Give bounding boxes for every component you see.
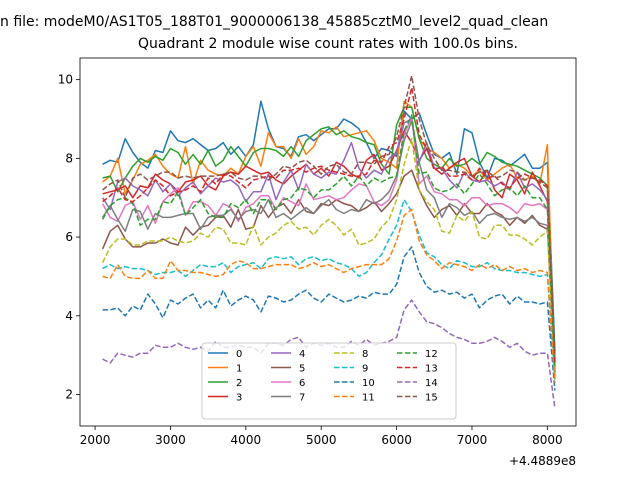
chart-title: Quadrant 2 module wise count rates with …: [138, 36, 518, 52]
series-lines: [101, 74, 556, 409]
y-tick-label: 2: [65, 388, 73, 402]
y-tick-label: 10: [58, 73, 73, 87]
legend-label-4: 4: [299, 349, 305, 360]
x-tick-label: 6000: [381, 433, 412, 447]
series-line-5: [101, 169, 556, 375]
x-tick-label: 5000: [306, 433, 337, 447]
series-line-4: [101, 118, 556, 368]
legend-label-5: 5: [299, 364, 305, 375]
series-line-11: [102, 208, 556, 383]
series-line-10: [102, 246, 556, 391]
series-line-1: [102, 100, 556, 379]
legend-label-9: 9: [362, 364, 368, 375]
legend-label-3: 3: [236, 393, 242, 404]
y-axis-ticks: 2 4 6 8 10: [58, 73, 80, 402]
legend-label-13: 13: [425, 364, 438, 375]
x-tick-label: 2000: [80, 433, 111, 447]
legend-label-15: 15: [425, 393, 438, 404]
legend-label-14: 14: [425, 378, 438, 389]
legend-label-6: 6: [299, 378, 305, 389]
legend-label-0: 0: [236, 349, 242, 360]
series-line-7: [101, 120, 556, 371]
x-tick-label: 8000: [532, 433, 563, 447]
figure-suptitle: n file: modeM0/AS1T05_188T01_9000006138_…: [0, 14, 549, 30]
y-tick-label: 8: [65, 151, 73, 165]
legend-label-7: 7: [299, 393, 305, 404]
series-line-3: [102, 130, 556, 364]
legend-label-10: 10: [362, 378, 375, 389]
legend-label-11: 11: [362, 393, 375, 404]
series-line-0: [102, 100, 556, 352]
legend-label-1: 1: [236, 364, 242, 375]
series-line-15: [102, 74, 556, 356]
x-offset-label: +4.4889e8: [509, 454, 576, 468]
x-axis-ticks: 2000 3000 4000 5000 6000 7000 8000: [80, 426, 563, 447]
series-line-2: [102, 106, 556, 360]
legend-box: [201, 342, 457, 420]
y-tick-label: 6: [65, 230, 73, 244]
legend-label-12: 12: [425, 349, 438, 360]
plot-frame: [79, 57, 577, 427]
x-tick-label: 4000: [231, 433, 262, 447]
x-tick-label: 3000: [155, 433, 186, 447]
series-line-8: [101, 137, 556, 379]
series-line-13: [102, 86, 556, 364]
series-line-6: [101, 116, 556, 371]
x-tick-label: 7000: [457, 433, 488, 447]
y-tick-label: 4: [65, 309, 73, 323]
legend-label-2: 2: [236, 378, 242, 389]
legend-label-8: 8: [362, 349, 368, 360]
